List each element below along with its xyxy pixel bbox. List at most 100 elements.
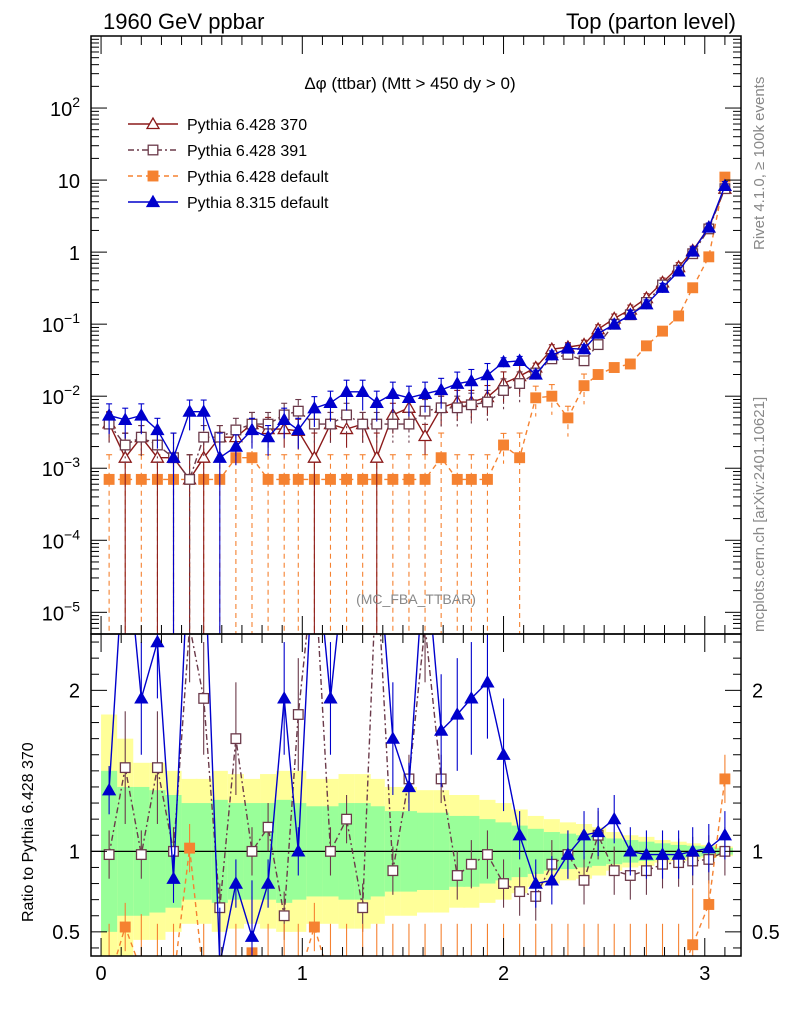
data-point (134, 691, 149, 704)
x-axis: 0 1 2 3 (95, 36, 726, 985)
data-point (671, 847, 686, 860)
data-point (214, 958, 226, 969)
y-tick-label: 10−3 (42, 454, 80, 481)
data-point (657, 325, 668, 337)
data-point (546, 390, 558, 402)
data-point (147, 144, 159, 156)
series-3 (101, 178, 733, 634)
y-tick-label: 10−5 (42, 598, 80, 625)
data-point (514, 886, 526, 898)
ratio-y-label: Ratio to Pythia 6.428 370 (20, 742, 37, 922)
data-point (369, 450, 384, 463)
data-point (387, 418, 399, 430)
data-point (323, 691, 338, 704)
data-point (434, 723, 449, 736)
data-point (658, 975, 668, 985)
data-point (246, 452, 258, 464)
y-tick-label: 10 (58, 171, 80, 193)
x-tick-label: 2 (498, 963, 509, 985)
data-point (419, 473, 431, 485)
data-point (357, 473, 369, 485)
data-point (420, 975, 430, 985)
data-point (292, 709, 304, 720)
data-point (369, 395, 384, 408)
data-point (685, 244, 700, 257)
data-point (339, 384, 354, 397)
data-point (483, 975, 493, 985)
series-line (108, 188, 726, 481)
data-point (450, 707, 465, 720)
data-point (341, 473, 353, 485)
data-point (435, 452, 447, 464)
data-point (199, 975, 209, 985)
data-point (685, 844, 700, 857)
data-point (579, 975, 589, 985)
legend-item: Pythia 8.315 default (128, 194, 329, 212)
data-point (608, 865, 620, 877)
data-point (147, 170, 159, 182)
y-tick-label: 10−1 (42, 310, 80, 337)
data-point (640, 340, 652, 352)
x-tick-label: 1 (297, 963, 308, 985)
data-point (341, 813, 353, 825)
data-point (342, 975, 352, 985)
data-point (291, 422, 306, 436)
data-point (260, 876, 276, 889)
series-0 (101, 181, 733, 634)
data-point (498, 385, 509, 396)
data-point (135, 849, 147, 861)
data-point (578, 874, 590, 886)
data-point (451, 402, 463, 414)
data-point (103, 849, 115, 861)
data-point (184, 473, 196, 485)
data-point (119, 921, 131, 933)
y-tick-label-right: 0.5 (752, 922, 780, 944)
data-point (531, 975, 541, 985)
data-point (465, 399, 477, 411)
data-point (385, 386, 400, 399)
header-left: 1960 GeV ppbar (103, 9, 264, 34)
data-point (341, 409, 353, 421)
data-point (547, 975, 557, 985)
data-point (623, 307, 638, 320)
data-point (326, 975, 336, 985)
legend-label: Pythia 6.428 370 (187, 117, 307, 134)
data-point (308, 921, 320, 933)
data-point (246, 845, 258, 857)
data-point (576, 827, 592, 841)
side-label-mcplots: mcplots.cern.ch [arXiv:2401.10621] (751, 397, 768, 632)
data-point (228, 439, 244, 452)
data-point (169, 975, 179, 985)
data-point (135, 473, 147, 485)
y-tick-label: 1 (69, 841, 80, 863)
data-point (277, 691, 292, 704)
data-point (576, 341, 592, 355)
data-point (639, 296, 654, 310)
series-line (108, 185, 726, 460)
data-point (717, 827, 733, 841)
data-point (674, 975, 684, 985)
data-point (196, 404, 211, 417)
data-point (307, 450, 322, 463)
data-point (480, 367, 495, 381)
data-point (401, 779, 417, 793)
data-point (481, 473, 493, 485)
data-point (450, 376, 465, 389)
data-point (355, 384, 370, 397)
data-point (592, 369, 604, 380)
data-point (153, 975, 163, 985)
data-point (101, 408, 117, 421)
data-point (434, 382, 449, 396)
data-point (357, 418, 369, 430)
data-point (530, 392, 542, 404)
data-point (563, 975, 573, 985)
data-point (514, 378, 526, 389)
y-tick-label: 10−2 (42, 382, 80, 409)
y-tick-label-right: 2 (752, 680, 763, 702)
y-tick-label: 1 (69, 243, 80, 265)
data-point (639, 847, 654, 860)
data-point (515, 975, 525, 985)
data-point (496, 747, 511, 760)
data-point (560, 847, 576, 860)
data-point (609, 975, 619, 985)
